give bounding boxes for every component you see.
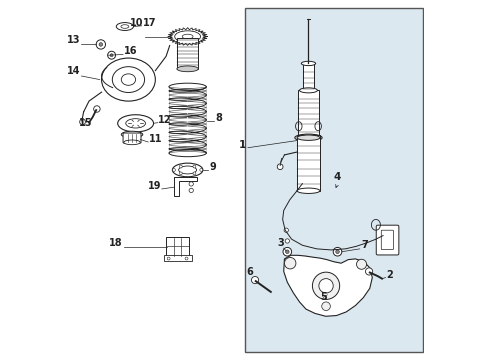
Text: 5: 5: [320, 292, 326, 302]
FancyBboxPatch shape: [297, 135, 320, 191]
Ellipse shape: [116, 23, 133, 31]
FancyBboxPatch shape: [177, 39, 198, 69]
Ellipse shape: [175, 31, 200, 42]
Polygon shape: [284, 255, 372, 316]
Ellipse shape: [169, 83, 206, 90]
Circle shape: [286, 250, 289, 253]
Circle shape: [96, 40, 105, 49]
Circle shape: [284, 228, 289, 232]
Text: 10: 10: [130, 18, 143, 28]
Ellipse shape: [179, 166, 196, 174]
Ellipse shape: [121, 25, 129, 28]
Ellipse shape: [177, 66, 198, 72]
Ellipse shape: [126, 119, 146, 128]
Text: 4: 4: [334, 172, 341, 182]
Circle shape: [357, 259, 367, 269]
Ellipse shape: [118, 115, 153, 132]
Circle shape: [336, 250, 339, 253]
Text: 3: 3: [277, 238, 284, 248]
Ellipse shape: [122, 131, 143, 138]
Circle shape: [185, 257, 188, 260]
Circle shape: [99, 42, 102, 46]
Ellipse shape: [169, 149, 206, 157]
Text: 6: 6: [246, 267, 253, 277]
Text: 7: 7: [362, 240, 368, 250]
FancyBboxPatch shape: [303, 63, 314, 94]
Circle shape: [322, 302, 330, 311]
Circle shape: [319, 279, 333, 293]
Circle shape: [189, 188, 194, 193]
Text: 9: 9: [210, 162, 217, 172]
Circle shape: [108, 51, 116, 59]
Text: 14: 14: [67, 66, 81, 76]
Ellipse shape: [299, 88, 318, 93]
Ellipse shape: [101, 58, 155, 101]
Ellipse shape: [124, 140, 140, 145]
Ellipse shape: [301, 61, 316, 66]
Text: 1: 1: [239, 140, 246, 150]
Circle shape: [283, 247, 292, 256]
FancyBboxPatch shape: [376, 225, 399, 255]
Text: 16: 16: [124, 46, 138, 57]
Circle shape: [193, 165, 196, 168]
Text: 13: 13: [67, 35, 81, 45]
Circle shape: [167, 257, 170, 260]
Text: 17: 17: [143, 18, 156, 28]
Circle shape: [285, 257, 296, 269]
Circle shape: [333, 247, 342, 256]
Circle shape: [94, 106, 100, 112]
Circle shape: [193, 172, 196, 175]
Ellipse shape: [172, 163, 203, 177]
Circle shape: [277, 164, 283, 170]
FancyBboxPatch shape: [123, 133, 141, 143]
FancyBboxPatch shape: [298, 90, 319, 137]
Circle shape: [251, 276, 259, 284]
Ellipse shape: [297, 188, 320, 193]
Text: 11: 11: [149, 134, 162, 144]
Text: 12: 12: [158, 114, 172, 125]
Ellipse shape: [112, 67, 145, 93]
FancyBboxPatch shape: [245, 8, 422, 352]
Text: 2: 2: [387, 270, 393, 280]
Circle shape: [366, 268, 373, 275]
Ellipse shape: [122, 74, 136, 85]
Circle shape: [313, 272, 340, 300]
Circle shape: [172, 168, 175, 171]
Circle shape: [189, 182, 194, 186]
Text: 19: 19: [147, 181, 161, 191]
Ellipse shape: [182, 34, 193, 39]
Text: 8: 8: [215, 113, 222, 123]
FancyBboxPatch shape: [381, 230, 393, 249]
Circle shape: [80, 119, 85, 125]
Text: 18: 18: [109, 238, 122, 248]
Circle shape: [285, 239, 290, 243]
Circle shape: [200, 168, 203, 171]
Ellipse shape: [297, 135, 320, 140]
Polygon shape: [174, 177, 197, 197]
Circle shape: [110, 54, 113, 57]
Ellipse shape: [295, 134, 322, 141]
Circle shape: [179, 172, 182, 175]
Text: 15: 15: [79, 118, 93, 128]
FancyBboxPatch shape: [166, 237, 189, 258]
Circle shape: [179, 165, 182, 168]
FancyBboxPatch shape: [164, 255, 192, 261]
